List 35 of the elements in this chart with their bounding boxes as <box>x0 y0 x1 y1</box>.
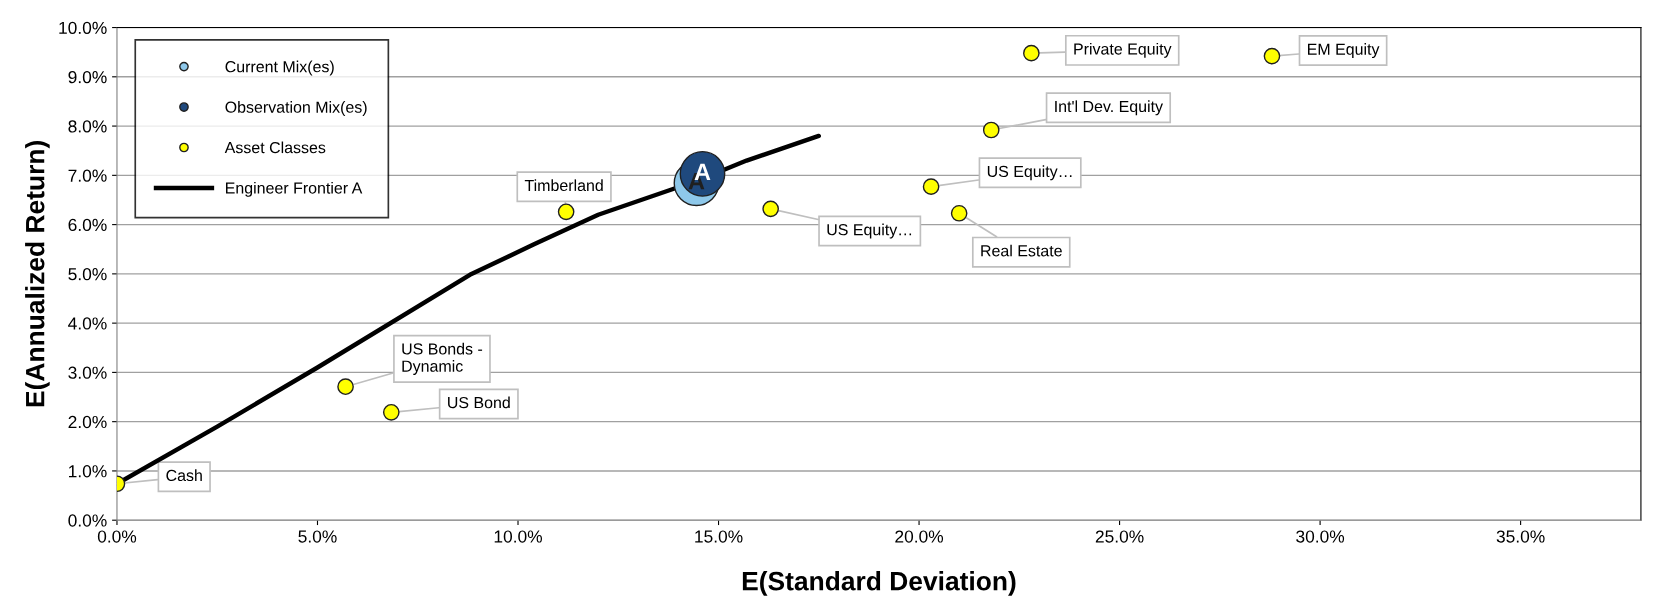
annotation: US Bond <box>448 396 510 409</box>
legend-label: Observation Mix(es) <box>225 101 367 116</box>
x-tick-label: 25.0% <box>1095 530 1144 543</box>
y-axis-title: E(Annualized Return) <box>25 141 50 407</box>
y-tick-label: 10.0% <box>59 21 107 34</box>
y-tick-label: 2.0% <box>68 415 107 429</box>
y-tick-label: 6.0% <box>68 218 107 232</box>
x-tick-label: 20.0% <box>895 530 944 543</box>
y-tick-label: 0.0% <box>68 514 107 527</box>
x-axis-title: E(Standard Deviation) <box>742 571 1016 596</box>
annotation: EM Equity <box>1308 43 1380 58</box>
annotation: Real Estate <box>981 244 1062 257</box>
annotation: US Equity… <box>827 223 912 239</box>
annotation: Private Equity <box>1074 42 1172 58</box>
legend-label: Current Mix(es) <box>225 60 334 76</box>
y-tick-label: 1.0% <box>69 465 107 478</box>
legend-label: Asset Classes <box>224 141 326 154</box>
x-tick-label: 30.0% <box>1296 530 1345 543</box>
y-tick-label: 7.0% <box>68 169 107 182</box>
x-tick-label: 5.0% <box>298 530 337 543</box>
annotation: US Equity… <box>987 165 1072 181</box>
y-tick-label: 8.0% <box>68 120 107 133</box>
legend-label: Engineer Frontier A <box>226 181 363 197</box>
x-tick-label: 35.0% <box>1496 530 1545 543</box>
x-tick-label: 10.0% <box>494 530 543 543</box>
x-tick-label: 15.0% <box>695 530 743 543</box>
x-tick-label: 0.0% <box>97 530 137 543</box>
y-tick-label: 9.0% <box>68 70 107 84</box>
annotation: Cash <box>166 469 202 482</box>
y-tick-label: 3.0% <box>68 366 107 379</box>
annotation: US Bonds - Dynamic <box>402 342 483 375</box>
y-tick-label: 5.0% <box>68 268 107 281</box>
y-tick-label: 4.0% <box>68 317 107 330</box>
annotation: Int'l Dev. Equity <box>1055 100 1163 116</box>
annotation: Timberland <box>524 179 603 192</box>
